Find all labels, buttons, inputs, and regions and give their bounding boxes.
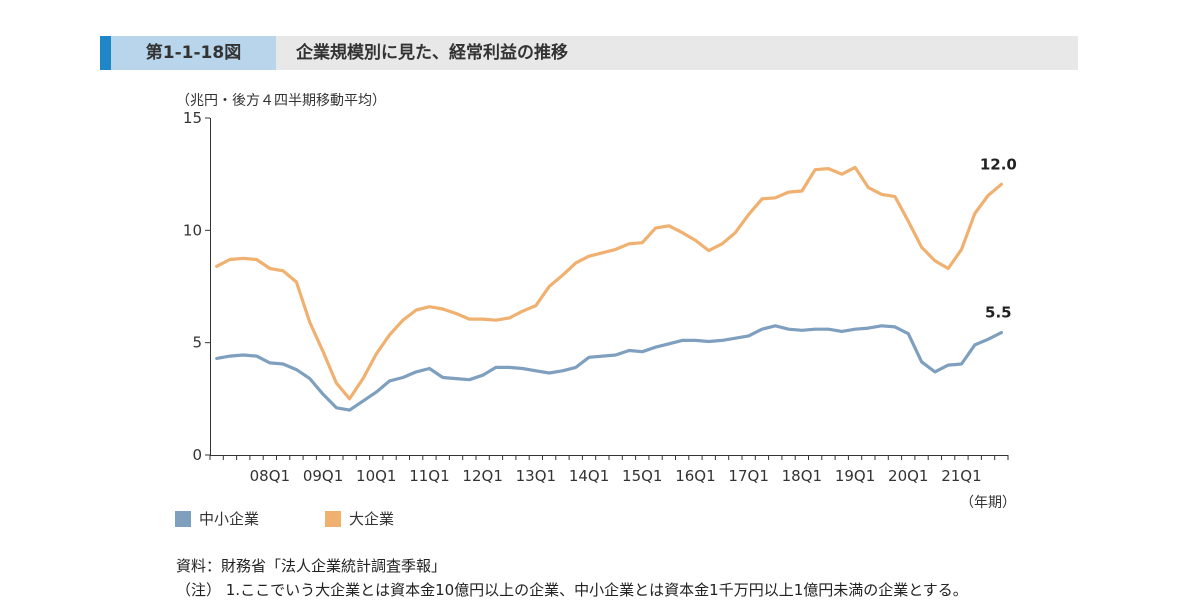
y-tick-label-5: 5 [192,334,202,352]
x-tick-label-19Q1: 19Q1 [835,467,875,485]
x-tick-label-13Q1: 13Q1 [516,467,556,485]
legend-label-large: 大企業 [349,510,395,528]
end-label-small: 5.5 [985,304,1012,322]
x-tick-label-12Q1: 12Q1 [462,467,502,485]
x-tick-label-09Q1: 09Q1 [303,467,343,485]
legend-label-small: 中小企業 [199,510,260,528]
figure-header: 第1-1-18図 企業規模別に見た、経常利益の推移 [100,36,1078,70]
figure-title: 企業規模別に見た、経常利益の推移 [296,43,568,63]
legend-swatch-small [175,510,191,527]
legend-item-large: 大企業 [325,508,394,529]
y-tick-label-0: 0 [192,446,202,464]
x-unit-label: （年期） [960,495,1016,511]
x-tick-label-18Q1: 18Q1 [782,467,822,485]
x-tick-label-10Q1: 10Q1 [356,467,396,485]
legend-item-small: 中小企業 [175,508,259,529]
x-tick-label-17Q1: 17Q1 [728,467,768,485]
figure-number: 第1-1-18図 [111,36,276,70]
note-text: （注） 1.ここでいう大企業とは資本金10億円以上の企業、中小企業とは資本金1千… [176,581,968,599]
x-tick-label-16Q1: 16Q1 [675,467,715,485]
x-tick-label-21Q1: 21Q1 [941,467,981,485]
x-tick-label-20Q1: 20Q1 [888,467,928,485]
series-line-large [215,165,1003,401]
x-tick-label-15Q1: 15Q1 [622,467,662,485]
end-label-large: 12.0 [980,155,1017,173]
source-text: 資料：財務省「法人企業統計調査季報」 [176,557,447,575]
y-tick-label-15: 15 [183,109,202,127]
series-line-small [215,324,1003,412]
y-unit-label: （兆円・後方４四半期移動平均） [176,93,386,109]
x-tick-label-08Q1: 08Q1 [250,467,290,485]
header-accent-bar [100,36,111,70]
y-tick-label-10: 10 [183,221,202,239]
x-tick-label-11Q1: 11Q1 [409,467,449,485]
x-tick-label-14Q1: 14Q1 [569,467,609,485]
legend-swatch-large [325,510,341,527]
